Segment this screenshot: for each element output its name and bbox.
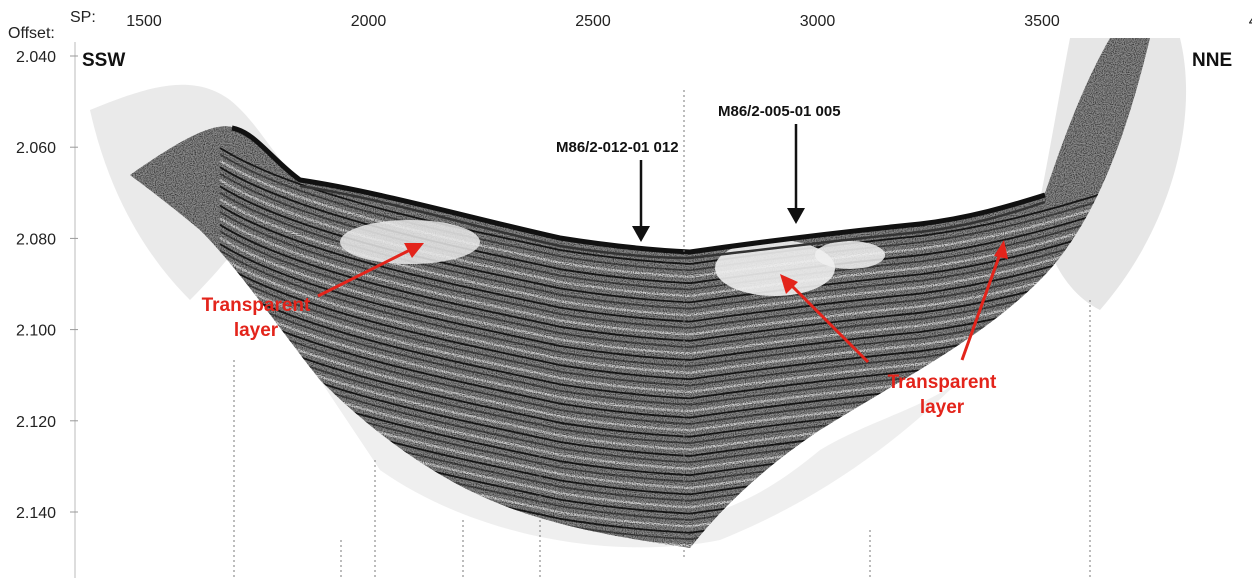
down-arrow-icon [632, 226, 650, 242]
annotation-right-line1: Transparent [888, 372, 997, 393]
direction-ssw-label: SSW [82, 50, 125, 71]
sp-tick-label: 2500 [575, 13, 611, 30]
annotation-right-line2: layer [920, 397, 965, 418]
sp-tick-label: 3500 [1024, 13, 1060, 30]
core-marker-012: M86/2-012-01 012 [556, 139, 679, 242]
depth-tick-label: 2.100 [16, 323, 56, 340]
annotation-left-line2: layer [234, 320, 279, 341]
depth-tick-label: 2.120 [16, 414, 56, 431]
red-arrow-icon [994, 240, 1008, 259]
sp-tick-label: 2000 [351, 13, 387, 30]
sp-tick-label: 3000 [800, 13, 836, 30]
down-arrow-icon [787, 208, 805, 224]
depth-tick-label: 2.060 [16, 140, 56, 157]
vertical-noise-traces [233, 90, 1091, 578]
sp-axis: Offset: SP: 1500200025003000350040004500… [8, 9, 1252, 42]
red-arrow-shaft [317, 248, 411, 298]
core-005-label: M86/2-005-01 005 [718, 103, 841, 120]
core-marker-005: M86/2-005-01 005 [718, 103, 841, 224]
annotation-left-line1: Transparent [202, 295, 311, 316]
depth-axis: 2.040 2.060 2.080 2.100 2.120 2.140 [16, 42, 78, 578]
red-arrow-icon [780, 274, 798, 294]
annotation-transparent-layer-left: Transparent layer [202, 243, 424, 341]
direction-nne-label: NNE [1192, 50, 1232, 71]
red-arrow-shaft [960, 253, 1002, 361]
sp-label: SP: [70, 9, 96, 26]
core-012-label: M86/2-012-01 012 [556, 139, 679, 156]
depth-tick-label: 2.080 [16, 231, 56, 248]
sp-tick-label: 1500 [126, 13, 162, 30]
red-arrow-icon [404, 243, 424, 258]
depth-tick-label: 2.040 [16, 49, 56, 66]
seafloor-reflector [231, 125, 1046, 255]
depth-tick-label: 2.140 [16, 505, 56, 522]
sp-tick-label: 4000 [1249, 13, 1252, 30]
red-arrow-shaft [790, 284, 870, 364]
subsurface-reflector [299, 184, 1046, 260]
transparent-lenses [340, 220, 885, 296]
annotation-transparent-layer-right: Transparent layer [780, 240, 1008, 418]
offset-label: Offset: [8, 25, 55, 42]
